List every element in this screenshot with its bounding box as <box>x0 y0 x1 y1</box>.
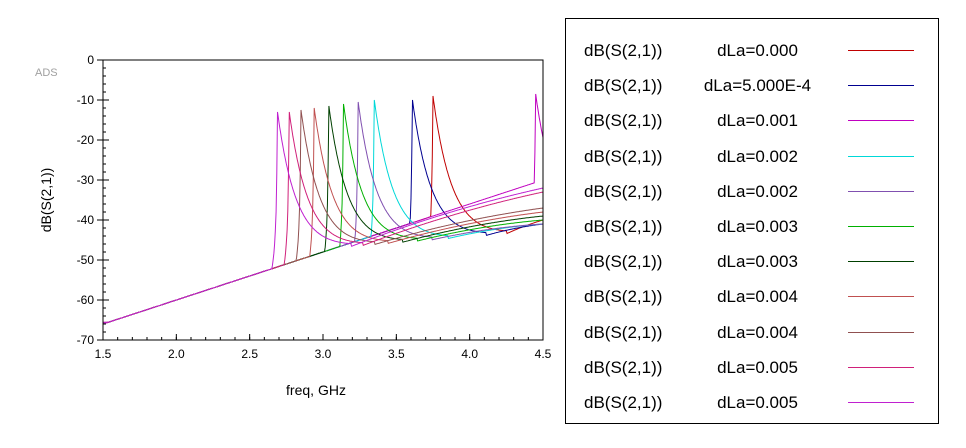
legend-expr: dB(S(2,1)) <box>584 252 663 272</box>
legend-expr: dB(S(2,1)) <box>584 393 663 412</box>
legend-param: dLa=0.003 <box>717 252 798 272</box>
x-tick-label: 4.0 <box>461 347 478 361</box>
legend-swatch <box>848 155 914 157</box>
legend-entry: dB(S(2,1)) dLa=5.000E-4 <box>566 68 938 103</box>
legend-expr: dB(S(2,1)) <box>584 357 663 377</box>
legend-swatch <box>848 331 914 333</box>
y-tick-label: -30 <box>77 173 95 187</box>
x-tick-label: 1.5 <box>95 347 112 361</box>
y-tick-label: -70 <box>77 333 95 347</box>
legend-param: dLa=0.003 <box>717 217 798 236</box>
legend-entry: dB(S(2,1)) dLa=0.001 <box>566 103 938 138</box>
legend-swatch <box>848 402 914 403</box>
x-tick-label: 3.5 <box>388 347 405 361</box>
legend-param: dLa=0.005 <box>717 393 798 412</box>
y-tick-label: -60 <box>77 293 95 307</box>
legend-param: dLa=0.000 <box>717 41 798 60</box>
x-tick-label: 2.0 <box>168 347 185 361</box>
series-line-4 <box>103 101 543 323</box>
legend-param: dLa=0.004 <box>717 287 798 307</box>
x-axis-label: freq, GHz <box>286 382 346 398</box>
series-line-0 <box>103 95 544 324</box>
legend-param: dLa=5.000E-4 <box>703 76 812 96</box>
legend-swatch <box>848 85 914 87</box>
x-tick-label: 4.5 <box>535 347 552 361</box>
series-line-3 <box>103 99 544 323</box>
legend-entry: dB(S(2,1)) dLa=0.003 <box>566 209 938 244</box>
legend-entry: dB(S(2,1)) dLa=0.005 <box>566 350 938 385</box>
series-line-9 <box>103 111 544 323</box>
legend-entry: dB(S(2,1)) dLa=0.004 <box>566 279 938 314</box>
y-tick-label: -10 <box>77 93 95 107</box>
legend: dB(S(2,1)) dLa=0.000 dB(S(2,1)) dLa=5.000E-… <box>565 18 939 424</box>
legend-swatch <box>848 190 914 192</box>
legend-entry: dB(S(2,1)) dLa=0.000 <box>566 33 938 68</box>
series-line-7 <box>103 107 544 323</box>
series-line-6 <box>103 105 544 323</box>
legend-swatch <box>848 226 914 227</box>
legend-expr: dB(S(2,1)) <box>584 287 663 307</box>
legend-param: dLa=0.004 <box>717 322 798 342</box>
y-tick-label: -40 <box>77 213 95 227</box>
x-tick-label: 2.5 <box>241 347 258 361</box>
axis-ticks: 1.5 2.0 2.5 3.0 3.5 4.0 4.5 -70 -60 -50 -40 -30 -20 -… <box>77 53 552 361</box>
ads-watermark: ADS <box>35 67 58 79</box>
legend-expr: dB(S(2,1)) <box>584 111 663 131</box>
legend-param: dLa=0.001 <box>717 111 798 131</box>
legend-expr: dB(S(2,1)) <box>584 322 663 342</box>
series-line-8 <box>102 109 544 323</box>
series-line-1 <box>103 99 544 324</box>
x-tick-label: 3.0 <box>315 347 332 361</box>
legend-expr: dB(S(2,1)) <box>584 217 663 236</box>
y-axis-label: dB(S(2,1)) <box>38 168 54 233</box>
legend-entry: dB(S(2,1)) dLa=0.003 <box>566 244 938 279</box>
legend-expr: dB(S(2,1)) <box>584 76 663 96</box>
chart-svg: ADS 1.5 2.0 2.5 3.0 3.5 4.0 4.5 -70 -60 -50 -40 -30… <box>35 53 552 398</box>
y-tick-label: -20 <box>77 133 95 147</box>
plot-lines <box>102 93 544 324</box>
legend-swatch <box>848 366 914 368</box>
legend-expr: dB(S(2,1)) <box>584 181 663 201</box>
legend-swatch <box>848 296 914 298</box>
legend-swatch <box>848 261 914 263</box>
series-line-10 <box>103 111 544 323</box>
legend-swatch <box>848 50 914 51</box>
y-tick-label: -50 <box>77 253 95 267</box>
legend-expr: dB(S(2,1)) <box>584 41 663 60</box>
plot-frame <box>102 59 544 341</box>
legend-param: dLa=0.002 <box>717 146 798 166</box>
legend-param: dLa=0.002 <box>717 181 798 201</box>
legend-param: dLa=0.005 <box>717 357 798 377</box>
legend-swatch <box>848 120 914 122</box>
legend-entry: dB(S(2,1)) dLa=0.005 <box>566 385 938 420</box>
legend-entry: dB(S(2,1)) dLa=0.002 <box>566 174 938 209</box>
y-tick-label: 0 <box>87 53 94 67</box>
legend-expr: dB(S(2,1)) <box>584 146 663 166</box>
legend-entry: dB(S(2,1)) dLa=0.002 <box>566 139 938 174</box>
legend-entry: dB(S(2,1)) dLa=0.004 <box>566 315 938 350</box>
series-line-5 <box>103 103 544 323</box>
